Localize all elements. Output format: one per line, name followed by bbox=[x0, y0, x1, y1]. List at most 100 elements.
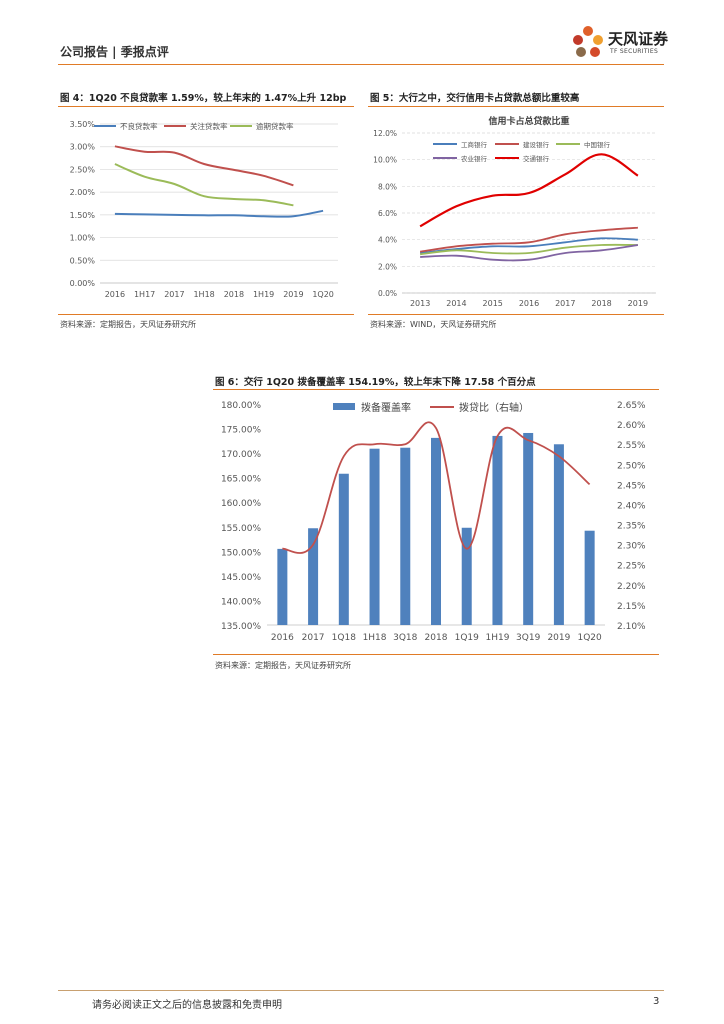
bar bbox=[308, 528, 319, 625]
y-right-tick-label: 2.40% bbox=[617, 501, 646, 511]
x-tick-label: 2019 bbox=[283, 290, 303, 299]
figure-4-title: 图 4：1Q20 不良贷款率 1.59%，较上年末的 1.47%上升 12bp bbox=[60, 93, 347, 104]
x-tick-label: 1Q20 bbox=[578, 633, 603, 643]
bar bbox=[492, 435, 503, 625]
coverage-ratio-line bbox=[282, 421, 591, 554]
x-tick-label: 2019 bbox=[547, 633, 570, 643]
x-tick-label: 1Q20 bbox=[312, 290, 334, 299]
y-left-tick-label: 145.00% bbox=[221, 573, 261, 583]
x-tick-label: 2017 bbox=[302, 633, 325, 643]
bar bbox=[277, 548, 288, 625]
figure-5-bottom-rule bbox=[368, 314, 664, 315]
footer-divider bbox=[58, 990, 664, 991]
figure-4-bottom-rule bbox=[58, 314, 354, 315]
legend-label: 拨贷比（右轴） bbox=[459, 401, 529, 414]
y-left-tick-label: 175.00% bbox=[221, 426, 261, 436]
x-tick-label: 1H17 bbox=[134, 290, 155, 299]
bar bbox=[584, 530, 595, 625]
y-tick-label: 1.50% bbox=[70, 211, 96, 220]
y-right-tick-label: 2.60% bbox=[617, 421, 646, 431]
y-right-tick-label: 2.50% bbox=[617, 461, 646, 471]
logo-chinese-name: 天风证券 bbox=[608, 30, 669, 48]
legend-label: 中国银行 bbox=[584, 140, 611, 149]
provision-coverage-chart: 180.00% 175.00% 170.00% 165.00% 160.00% 155.0… bbox=[221, 401, 646, 643]
x-tick-label: 1Q19 bbox=[455, 633, 480, 643]
legend-label: 建设银行 bbox=[523, 140, 550, 149]
series-line-3 bbox=[420, 243, 638, 256]
x-tick-label: 2017 bbox=[555, 299, 575, 308]
y-right-tick-label: 2.45% bbox=[617, 481, 646, 491]
y-left-tick-label: 180.00% bbox=[221, 401, 261, 411]
y-tick-label: 3.00% bbox=[70, 143, 96, 152]
x-tick-label: 1H19 bbox=[253, 290, 274, 299]
y-right-tick-label: 2.20% bbox=[617, 582, 646, 592]
series-line-1 bbox=[114, 209, 324, 218]
x-tick-label: 1H19 bbox=[485, 633, 509, 643]
y-tick-label: 6.0% bbox=[378, 209, 397, 218]
logo-english-name: TF SECURITIES bbox=[610, 48, 659, 55]
x-tick-label: 2015 bbox=[483, 299, 503, 308]
legend-label: 工商银行 bbox=[461, 140, 488, 149]
bar bbox=[553, 444, 564, 625]
y-tick-label: 0.0% bbox=[378, 289, 397, 298]
bar bbox=[431, 437, 441, 625]
figure-6-top-rule bbox=[213, 389, 659, 390]
bar bbox=[338, 473, 349, 625]
y-left-tick-label: 165.00% bbox=[221, 475, 261, 485]
x-tick-label: 2013 bbox=[410, 299, 430, 308]
y-right-tick-label: 2.55% bbox=[617, 441, 646, 451]
x-tick-label: 2018 bbox=[224, 290, 244, 299]
y-left-tick-label: 150.00% bbox=[221, 548, 261, 558]
y-tick-label: 0.50% bbox=[70, 256, 96, 265]
y-right-tick-label: 2.30% bbox=[617, 542, 646, 552]
x-tick-label: 3Q18 bbox=[393, 633, 418, 643]
bar bbox=[523, 432, 534, 625]
y-tick-label: 2.50% bbox=[70, 165, 96, 174]
figure-6-bottom-rule bbox=[213, 654, 659, 655]
y-left-tick-label: 155.00% bbox=[221, 524, 261, 534]
series-line-4 bbox=[420, 244, 639, 262]
legend-label: 关注贷款率 bbox=[190, 121, 228, 131]
credit-card-share-chart: 信用卡占总贷款比重 12.0% 10.0% 8.0% 6.0% 4.0% 2.0% 0.0% 2… bbox=[373, 115, 656, 308]
x-tick-label: 1H18 bbox=[363, 633, 387, 643]
legend-label: 逾期贷款率 bbox=[256, 121, 294, 131]
y-left-tick-label: 140.00% bbox=[221, 597, 261, 607]
y-right-tick-label: 2.10% bbox=[617, 622, 646, 632]
x-tick-label: 2016 bbox=[271, 633, 294, 643]
y-right-tick-label: 2.25% bbox=[617, 562, 646, 572]
series-line-1 bbox=[420, 237, 638, 254]
figure-6-title: 图 6：交行 1Q20 拨备覆盖率 154.19%，较上年末下降 17.58 个… bbox=[215, 377, 536, 388]
x-tick-label: 2018 bbox=[425, 633, 448, 643]
y-left-tick-label: 135.00% bbox=[221, 622, 261, 632]
npl-ratio-chart: 3.50% 3.00% 2.50% 2.00% 1.50% 1.00% 0.50% 0.00%… bbox=[70, 120, 338, 299]
series-line-2 bbox=[114, 145, 294, 187]
y-tick-label: 2.00% bbox=[70, 188, 96, 197]
legend-swatch bbox=[333, 403, 355, 410]
bar bbox=[369, 448, 380, 625]
figure-5-top-rule bbox=[368, 106, 664, 107]
x-tick-label: 1Q18 bbox=[332, 633, 357, 643]
series-line-3 bbox=[114, 163, 294, 207]
legend-label: 农业银行 bbox=[461, 154, 488, 163]
y-tick-label: 3.50% bbox=[70, 120, 96, 129]
chart-title: 信用卡占总贷款比重 bbox=[488, 115, 569, 127]
figure-6-source: 资料来源：定期报告，天风证券研究所 bbox=[215, 661, 351, 670]
series-line-2 bbox=[419, 226, 638, 253]
x-tick-label: 2014 bbox=[446, 299, 466, 308]
y-left-tick-label: 160.00% bbox=[221, 499, 261, 509]
logo-mark-icon bbox=[573, 26, 603, 57]
y-tick-label: 2.0% bbox=[378, 262, 397, 271]
report-category: 公司报告 | 季报点评 bbox=[60, 45, 169, 59]
figure-5-title: 图 5：大行之中，交行信用卡占贷款总额比重较高 bbox=[370, 93, 580, 104]
y-tick-label: 8.0% bbox=[378, 182, 397, 191]
x-tick-label: 2016 bbox=[105, 290, 125, 299]
x-tick-label: 2017 bbox=[164, 290, 184, 299]
page-number: 3 bbox=[653, 996, 660, 1007]
y-right-tick-label: 2.35% bbox=[617, 522, 646, 532]
y-tick-label: 12.0% bbox=[373, 129, 397, 138]
x-tick-label: 3Q19 bbox=[516, 633, 541, 643]
y-tick-label: 10.0% bbox=[373, 156, 397, 165]
disclaimer-notice: 请务必阅读正文之后的信息披露和免责申明 bbox=[92, 1000, 282, 1011]
header-divider bbox=[58, 64, 664, 65]
y-tick-label: 4.0% bbox=[378, 236, 397, 245]
